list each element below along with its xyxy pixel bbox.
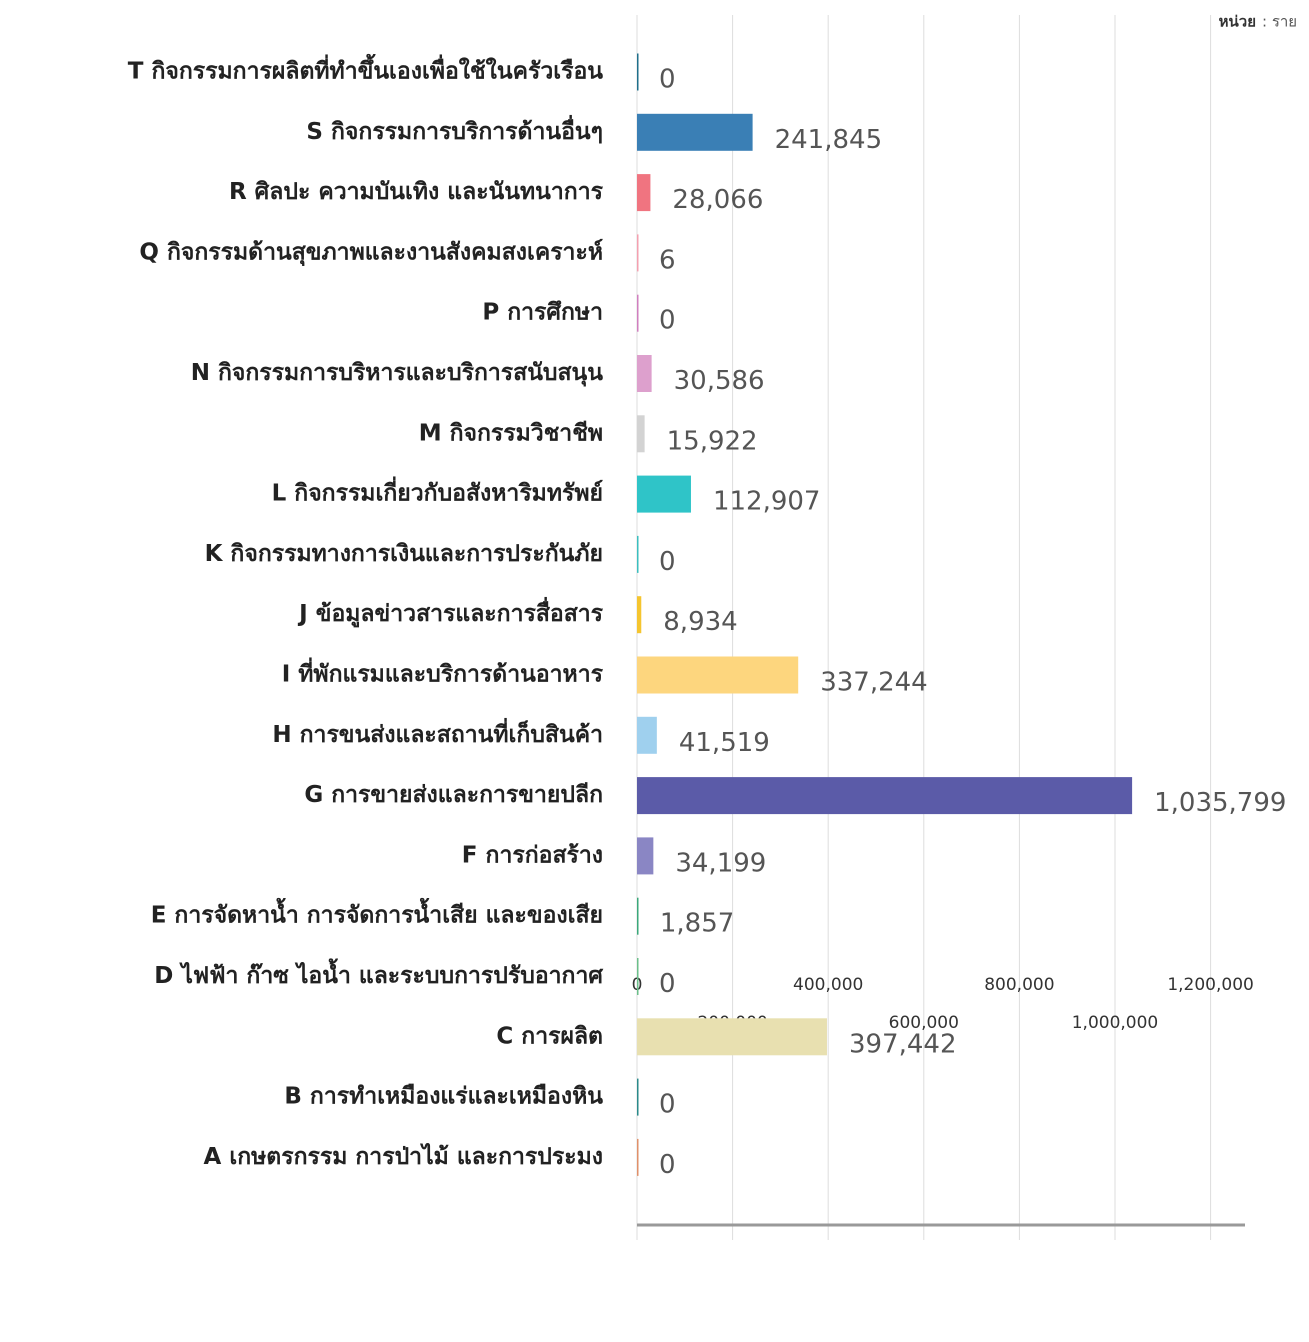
category-label: B การทำเหมืองแร่และเหมืองหิน xyxy=(284,1084,603,1110)
chart: หน่วย : ราย 0200,000400,000600,000800,00… xyxy=(0,0,1309,1342)
value-label: 41,519 xyxy=(679,728,770,758)
value-label: 8,934 xyxy=(663,607,737,637)
category-label: E การจัดหาน้ำ การจัดการน้ำเสีย และของเสี… xyxy=(151,898,603,929)
category-label: A เกษตรกรรม การป่าไม้ และการประมง xyxy=(204,1142,603,1170)
value-label: 241,845 xyxy=(775,125,883,155)
bar xyxy=(637,415,645,452)
bar xyxy=(637,958,639,995)
unit: : ราย xyxy=(1262,13,1297,31)
category-label: D ไฟฟ้า ก๊าซ ไอน้ำ และระบบการปรับอากาศ xyxy=(154,958,603,989)
bar xyxy=(637,114,753,151)
value-label: 1,857 xyxy=(660,909,734,939)
bar xyxy=(637,777,1132,814)
bar xyxy=(637,1018,827,1055)
bar xyxy=(637,717,657,754)
bar xyxy=(637,355,652,392)
category-label: L กิจกรรมเกี่ยวกับอสังหาริมทรัพย์ xyxy=(272,476,603,507)
x-tick-label: 400,000 xyxy=(793,975,863,995)
value-label: 337,244 xyxy=(820,668,928,698)
value-label: 6 xyxy=(659,245,676,275)
category-label: S กิจกรรมการบริการด้านอื่นๆ xyxy=(306,114,603,145)
x-tick-label: 1,000,000 xyxy=(1072,1013,1159,1033)
value-label: 30,586 xyxy=(674,366,765,396)
category-label: J ข้อมูลข่าวสารและการสื่อสาร xyxy=(297,596,603,628)
bar xyxy=(637,1139,639,1176)
value-label: 0 xyxy=(659,306,676,336)
x-tick-label: 800,000 xyxy=(984,975,1054,995)
bar xyxy=(637,837,653,874)
value-label: 0 xyxy=(659,1150,676,1180)
bar xyxy=(637,54,639,91)
x-tick-label: 1,200,000 xyxy=(1167,975,1254,995)
value-label: 0 xyxy=(659,65,676,95)
bar xyxy=(637,174,650,211)
category-label: T กิจกรรมการผลิตที่ทำขึ้นเองเพื่อใช้ในคร… xyxy=(128,54,603,85)
category-label: C การผลิต xyxy=(496,1023,603,1049)
bar xyxy=(637,234,639,271)
value-label: 34,199 xyxy=(675,848,766,878)
value-label: 0 xyxy=(659,1090,676,1120)
category-label: R ศิลปะ ความบันเทิง และนันทนาการ xyxy=(229,179,604,205)
value-label: 15,922 xyxy=(667,426,758,456)
value-label: 112,907 xyxy=(713,487,821,517)
bar xyxy=(637,476,691,513)
value-label: 397,442 xyxy=(849,1029,957,1059)
bar xyxy=(637,536,639,573)
value-label: 28,066 xyxy=(672,185,763,215)
category-label: Q กิจกรรมด้านสุขภาพและงานสังคมสงเคราะห์ xyxy=(139,238,603,266)
bar xyxy=(637,1079,639,1116)
category-label: F การก่อสร้าง xyxy=(462,842,603,868)
category-label: G การขายส่งและการขายปลีก xyxy=(304,782,603,808)
category-label: H การขนส่งและสถานที่เก็บสินค้า xyxy=(272,717,603,748)
category-label: I ที่พักแรมและบริการด้านอาหาร xyxy=(282,657,604,688)
category-label: K กิจกรรมทางการเงินและการประกันภัย xyxy=(205,541,603,567)
value-label: 0 xyxy=(659,547,676,577)
unit-label: หน่วย xyxy=(1219,13,1256,31)
bar xyxy=(637,596,641,633)
bar xyxy=(637,657,798,694)
category-label: N กิจกรรมการบริหารและบริการสนับสนุน xyxy=(191,360,604,387)
value-label: 0 xyxy=(659,969,676,999)
value-label: 1,035,799 xyxy=(1154,788,1286,818)
bar xyxy=(637,295,639,332)
bar xyxy=(637,898,639,935)
category-label: P การศึกษา xyxy=(482,300,603,326)
category-label: M กิจกรรมวิชาชีพ xyxy=(419,420,603,446)
